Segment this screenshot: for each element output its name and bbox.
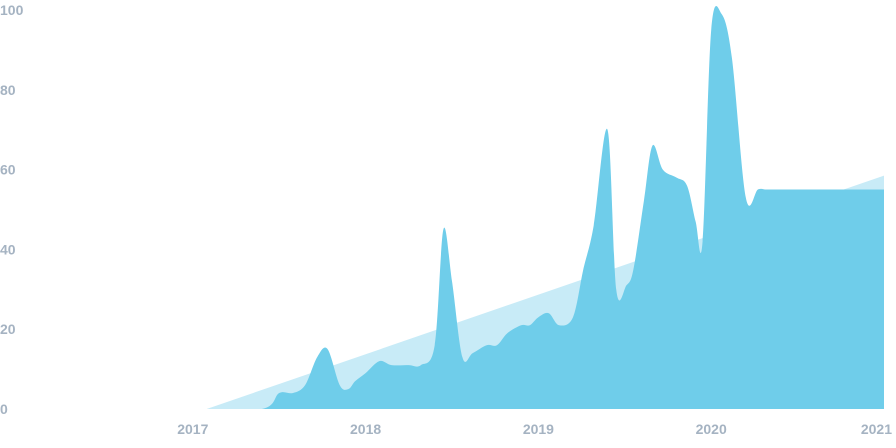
x-axis-ticks: 2017 2018 2019 2020 2021 (177, 421, 892, 437)
y-tick-label: 0 (0, 401, 8, 417)
x-tick-label: 2021 (861, 421, 892, 437)
series-layer (192, 5, 885, 409)
y-tick-label: 40 (0, 241, 16, 257)
y-tick-label: 20 (0, 321, 16, 337)
x-tick-label: 2018 (350, 421, 381, 437)
x-tick-label: 2020 (696, 421, 727, 437)
y-tick-label: 80 (0, 82, 16, 98)
x-tick-label: 2017 (177, 421, 208, 437)
y-axis-ticks: 0 20 40 60 80 100 (0, 2, 24, 417)
y-tick-label: 60 (0, 162, 16, 178)
series-area (192, 5, 885, 409)
x-tick-label: 2019 (523, 421, 554, 437)
y-tick-label: 100 (0, 2, 24, 18)
